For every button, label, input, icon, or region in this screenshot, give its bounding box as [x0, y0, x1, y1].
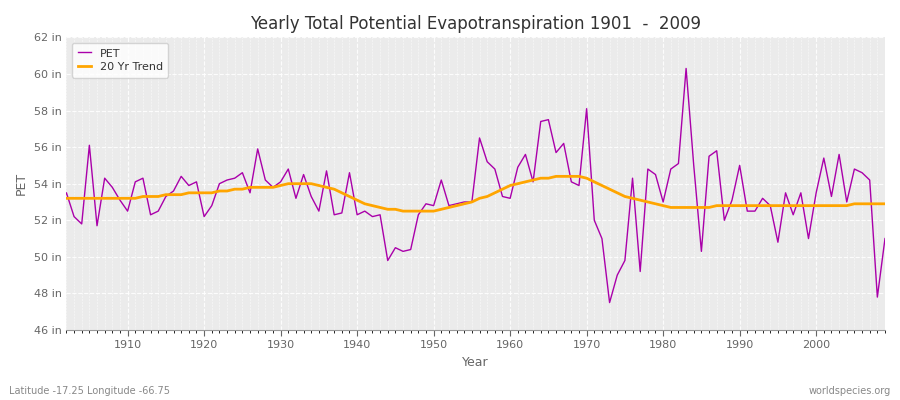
Legend: PET, 20 Yr Trend: PET, 20 Yr Trend	[72, 43, 168, 78]
PET	[114, 198, 125, 202]
20 Yr Trend	[114, 196, 125, 201]
PET	[283, 167, 293, 172]
20 Yr Trend	[612, 190, 623, 195]
PET	[497, 194, 508, 199]
20 Yr Trend	[879, 202, 890, 206]
PET	[597, 236, 608, 241]
PET	[53, 203, 64, 208]
20 Yr Trend	[398, 209, 409, 214]
20 Yr Trend	[283, 181, 293, 186]
20 Yr Trend	[505, 183, 516, 188]
PET	[879, 236, 890, 241]
Line: 20 Yr Trend: 20 Yr Trend	[58, 176, 885, 211]
PET	[604, 300, 615, 305]
PET	[328, 212, 339, 217]
Text: Latitude -17.25 Longitude -66.75: Latitude -17.25 Longitude -66.75	[9, 386, 170, 396]
20 Yr Trend	[551, 174, 562, 179]
PET	[505, 196, 516, 201]
PET	[680, 66, 691, 71]
Line: PET: PET	[58, 68, 885, 302]
Text: worldspecies.org: worldspecies.org	[809, 386, 891, 396]
20 Yr Trend	[53, 196, 64, 201]
Y-axis label: PET: PET	[15, 172, 28, 195]
20 Yr Trend	[328, 187, 339, 192]
X-axis label: Year: Year	[463, 356, 489, 369]
20 Yr Trend	[512, 181, 523, 186]
Title: Yearly Total Potential Evapotranspiration 1901  -  2009: Yearly Total Potential Evapotranspiratio…	[250, 15, 701, 33]
